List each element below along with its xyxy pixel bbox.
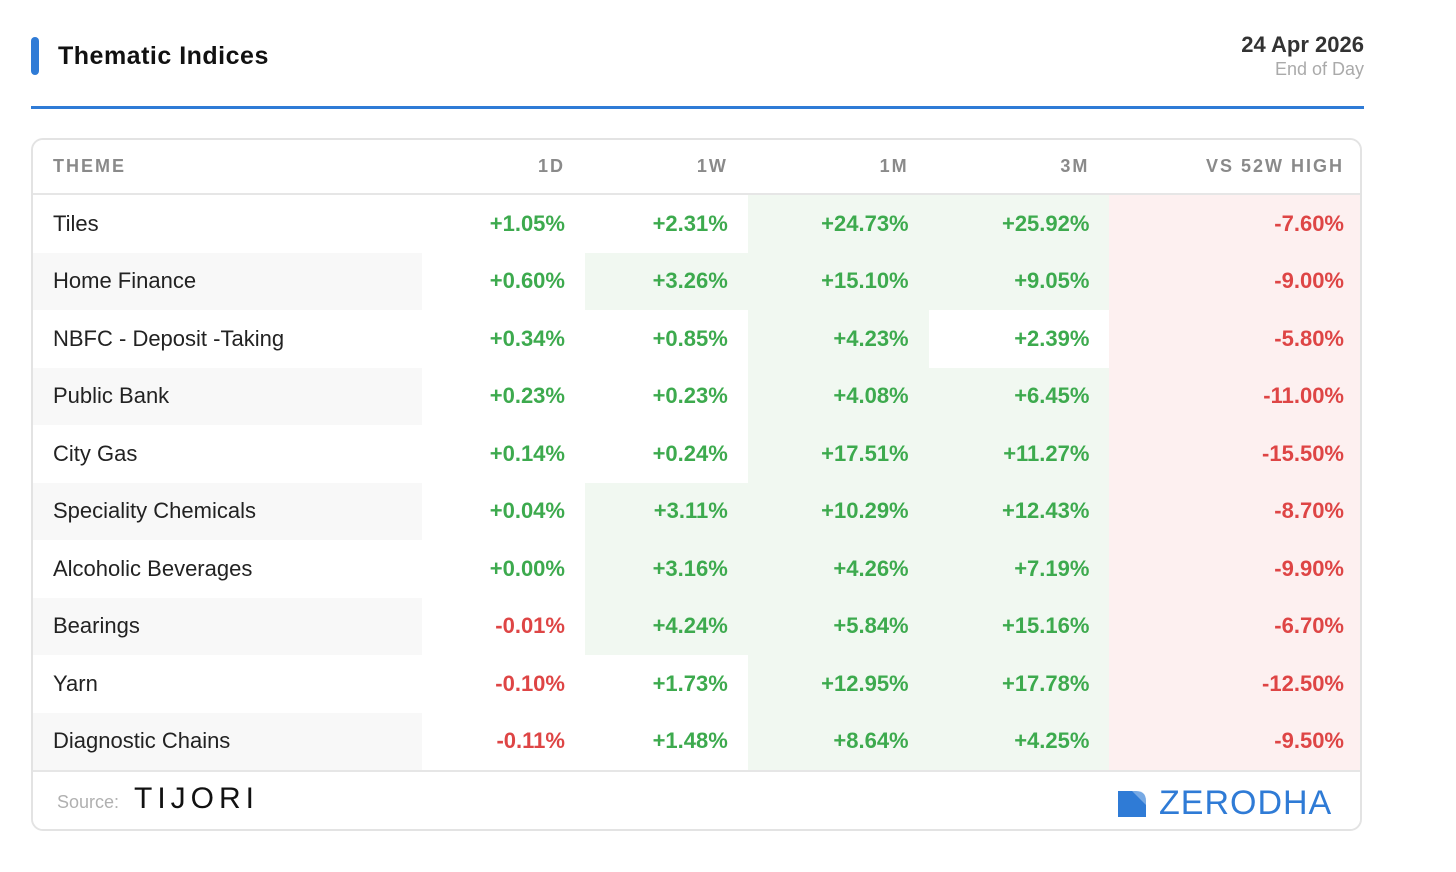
- cell-1w: +4.24%: [584, 597, 748, 655]
- theme-name: NBFC - Deposit -Taking: [53, 325, 285, 351]
- column-header-theme: THEME: [33, 140, 423, 195]
- cell-1m: +17.51%: [747, 425, 929, 483]
- theme-name: Tiles: [53, 210, 99, 236]
- cell-1m: +8.64%: [747, 712, 929, 770]
- column-header-1d: 1D: [422, 140, 585, 195]
- cell-1d: +0.34%: [489, 325, 565, 351]
- report-date: 24 Apr 2026: [1241, 32, 1364, 57]
- column-header-vs-52w-high: VS 52W HIGH: [1109, 140, 1360, 195]
- cell-1m: +10.29%: [747, 482, 929, 540]
- cell-3m: +17.78%: [928, 655, 1110, 713]
- cell-vs-52w-high: -15.50%: [1109, 425, 1360, 483]
- column-header-1m: 1M: [747, 140, 929, 195]
- zerodha-logo-icon: [1118, 791, 1146, 817]
- cell-3m: +6.45%: [928, 367, 1110, 425]
- title-accent-bar: [31, 37, 39, 75]
- cell-3m: +2.39%: [1014, 325, 1090, 351]
- cell-vs-52w-high: -12.50%: [1109, 655, 1360, 713]
- report-subtitle: End of Day: [1274, 59, 1364, 79]
- cell-vs-52w-high: -11.00%: [1109, 367, 1360, 425]
- table-row: Bearings -0.01% +4.24% +5.84% +15.16% -6.70%: [33, 597, 1360, 655]
- cell-1w: +3.16%: [584, 540, 748, 598]
- cell-vs-52w-high: -9.90%: [1109, 540, 1360, 598]
- theme-name: Alcoholic Beverages: [53, 555, 253, 581]
- cell-1d: +0.60%: [489, 268, 565, 294]
- cell-3m: +11.27%: [928, 425, 1110, 483]
- card-footer: Source: TIJORI ZERODHA: [33, 770, 1360, 829]
- cell-1w: +1.73%: [652, 670, 728, 696]
- table-row: Tiles +1.05% +2.31% +24.73% +25.92% -7.60%: [33, 194, 1360, 253]
- cell-1w: +3.11%: [584, 482, 748, 540]
- cell-1d: +0.04%: [489, 498, 565, 524]
- cell-1m: +15.10%: [747, 252, 929, 310]
- table-row: Speciality Chemicals +0.04% +3.11% +10.29% +…: [33, 482, 1360, 540]
- table-row: Public Bank +0.23% +0.23% +4.08% +6.45% -11.0…: [33, 367, 1360, 425]
- indices-table: THEME 1D 1W 1M 3M VS 52W HIGH Tiles +1.05…: [33, 140, 1360, 770]
- table-row: Diagnostic Chains -0.11% +1.48% +8.64% +4.25…: [33, 712, 1360, 770]
- cell-1w: +1.48%: [652, 728, 728, 754]
- cell-1w: +0.85%: [652, 325, 728, 351]
- table-row: Alcoholic Beverages +0.00% +3.16% +4.26% +7.…: [33, 540, 1360, 598]
- cell-1d: -0.11%: [496, 728, 565, 754]
- cell-1m: +4.26%: [747, 540, 929, 598]
- cell-1m: +5.84%: [747, 597, 929, 655]
- cell-1m: +4.08%: [747, 367, 929, 425]
- cell-1d: +0.14%: [489, 440, 565, 466]
- cell-3m: +12.43%: [928, 482, 1110, 540]
- cell-1m: +12.95%: [747, 655, 929, 713]
- cell-1m: +4.23%: [747, 310, 929, 368]
- cell-vs-52w-high: -8.70%: [1109, 482, 1360, 540]
- page-header: Thematic Indices 24 Apr 2026 End of Day: [31, 30, 1364, 109]
- table-row: NBFC - Deposit -Taking +0.34% +0.85% +4.23%…: [33, 310, 1360, 368]
- cell-3m: +9.05%: [928, 252, 1110, 310]
- theme-name: Speciality Chemicals: [33, 482, 423, 540]
- theme-name: Public Bank: [33, 367, 423, 425]
- column-header-3m: 3M: [928, 140, 1110, 195]
- cell-1w: +0.23%: [652, 383, 728, 409]
- cell-3m: +25.92%: [928, 194, 1110, 253]
- theme-name: City Gas: [53, 440, 138, 466]
- cell-3m: +15.16%: [928, 597, 1110, 655]
- table-row: Yarn -0.10% +1.73% +12.95% +17.78% -12.50%: [33, 655, 1360, 713]
- cell-vs-52w-high: -9.00%: [1109, 252, 1360, 310]
- cell-1w: +3.26%: [584, 252, 748, 310]
- cell-1d: -0.10%: [495, 670, 565, 696]
- table-row: Home Finance +0.60% +3.26% +15.10% +9.05% -9.…: [33, 252, 1360, 310]
- tijori-logo: TIJORI: [134, 782, 259, 815]
- indices-card: THEME 1D 1W 1M 3M VS 52W HIGH Tiles +1.05…: [31, 138, 1362, 831]
- theme-name: Bearings: [33, 597, 423, 655]
- zerodha-logo-text: ZERODHA: [1159, 784, 1333, 822]
- cell-1d: -0.01%: [495, 613, 565, 639]
- cell-vs-52w-high: -6.70%: [1109, 597, 1360, 655]
- cell-vs-52w-high: -7.60%: [1109, 194, 1360, 253]
- cell-3m: +4.25%: [928, 712, 1110, 770]
- cell-1w: +2.31%: [652, 210, 728, 236]
- theme-name: Diagnostic Chains: [33, 712, 423, 770]
- column-header-1w: 1W: [584, 140, 748, 195]
- theme-name: Home Finance: [33, 252, 423, 310]
- source-label: Source:: [57, 792, 120, 812]
- cell-vs-52w-high: -9.50%: [1109, 712, 1360, 770]
- cell-1w: +0.24%: [652, 440, 728, 466]
- cell-1d: +1.05%: [489, 210, 565, 236]
- table-row: City Gas +0.14% +0.24% +17.51% +11.27% -15.50…: [33, 425, 1360, 483]
- cell-3m: +7.19%: [928, 540, 1110, 598]
- page-title: Thematic Indices: [58, 42, 269, 70]
- cell-1m: +24.73%: [747, 194, 929, 253]
- cell-vs-52w-high: -5.80%: [1109, 310, 1360, 368]
- cell-1d: +0.23%: [489, 383, 565, 409]
- table-header-row: THEME 1D 1W 1M 3M VS 52W HIGH: [33, 140, 1360, 195]
- theme-name: Yarn: [53, 670, 98, 696]
- cell-1d: +0.00%: [489, 555, 565, 581]
